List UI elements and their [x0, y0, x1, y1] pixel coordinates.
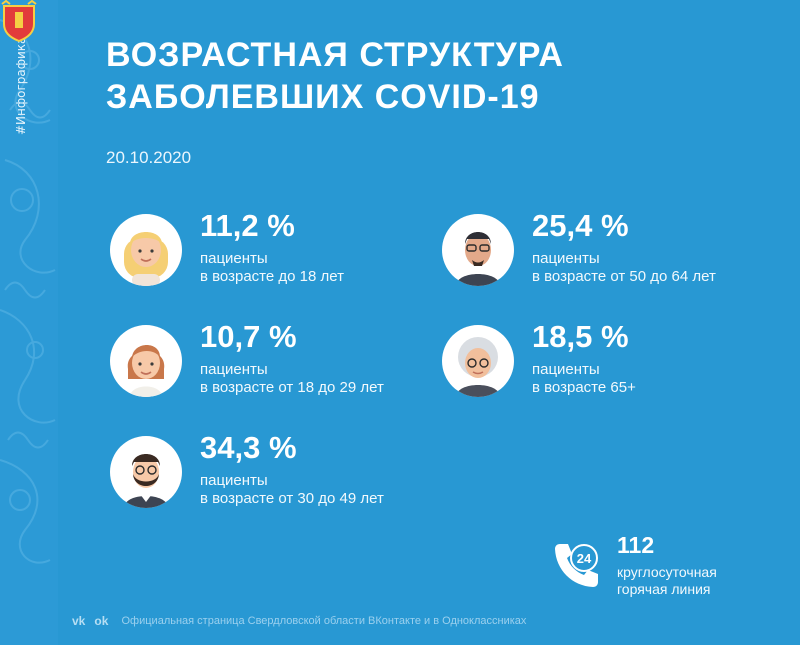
title-line-1: ВОЗРАСТНАЯ СТРУКТУРА — [106, 36, 564, 74]
stat-label: пациенты в возрасте от 30 до 49 лет — [200, 472, 384, 508]
stat-under-18: 11,2 % пациенты в возрасте до 18 лет — [110, 208, 430, 300]
hotline-label-line-1: круглосуточная — [617, 564, 717, 580]
hotline-badge: 24 — [577, 551, 592, 566]
footer-text: Официальная страница Свердловской област… — [121, 615, 527, 627]
stat-label-line-1: пациенты — [532, 250, 600, 267]
elderly-woman-avatar-icon — [442, 325, 514, 397]
hotline-number: 112 — [617, 532, 655, 558]
stat-label: пациенты в возрасте 65+ — [532, 361, 636, 397]
stat-percent: 11,2 % — [200, 208, 295, 243]
bearded-man-avatar-icon — [110, 436, 182, 508]
ornament-pattern — [0, 19, 56, 564]
stat-percent: 18,5 % — [532, 319, 629, 354]
title-line-2: ЗАБОЛЕВШИХ COVID-19 — [106, 78, 540, 116]
stat-label: пациенты в возрасте от 18 до 29 лет — [200, 361, 384, 397]
stat-label-line-1: пациенты — [532, 361, 600, 378]
footer: vk ok Официальная страница Свердловской … — [72, 614, 672, 634]
stat-label-line-2: в возрасте от 30 до 49 лет — [200, 490, 384, 507]
stat-50-64: 25,4 % пациенты в возрасте от 50 до 64 л… — [442, 208, 762, 300]
stat-18-29: 10,7 % пациенты в возрасте от 18 до 29 л… — [110, 319, 430, 411]
page-title: ВОЗРАСТНАЯ СТРУКТУРА ЗАБОЛЕВШИХ COVID-19 — [106, 34, 726, 118]
girl-avatar-icon — [110, 214, 182, 286]
stat-label-line-1: пациенты — [200, 250, 268, 267]
stat-30-49: 34,3 % пациенты в возрасте от 30 до 49 л… — [110, 430, 430, 522]
odnoklassniki-icon[interactable]: ok — [94, 614, 109, 628]
stat-label-line-2: в возрасте от 18 до 29 лет — [200, 379, 384, 396]
stat-65-plus: 18,5 % пациенты в возрасте 65+ — [442, 319, 762, 411]
stat-label-line-2: в возрасте 65+ — [532, 379, 636, 396]
man-glasses-avatar-icon — [442, 214, 514, 286]
phone-24-icon: 24 — [555, 544, 598, 587]
hashtag-label: #Инфографика — [14, 36, 28, 135]
stat-label-line-1: пациенты — [200, 361, 268, 378]
hotline-label: круглосуточная горячая линия — [617, 564, 717, 598]
stat-percent: 25,4 % — [532, 208, 629, 243]
hotline-label-line-2: горячая линия — [617, 581, 711, 597]
vk-icon[interactable]: vk — [72, 614, 86, 628]
stat-percent: 34,3 % — [200, 430, 297, 465]
stat-percent: 10,7 % — [200, 319, 297, 354]
decorative-side-strip: #Инфографика — [0, 0, 58, 645]
stat-label: пациенты в возрасте от 50 до 64 лет — [532, 250, 716, 286]
hotline-block: 24 112 круглосуточная горячая линия — [552, 532, 762, 598]
date-label: 20.10.2020 — [106, 148, 192, 167]
coat-of-arms-icon — [1, 0, 37, 42]
stat-label: пациенты в возрасте до 18 лет — [200, 250, 344, 286]
stat-label-line-1: пациенты — [200, 472, 268, 489]
stat-label-line-2: в возрасте от 50 до 64 лет — [532, 268, 716, 285]
stat-label-line-2: в возрасте до 18 лет — [200, 268, 344, 285]
young-woman-avatar-icon — [110, 325, 182, 397]
